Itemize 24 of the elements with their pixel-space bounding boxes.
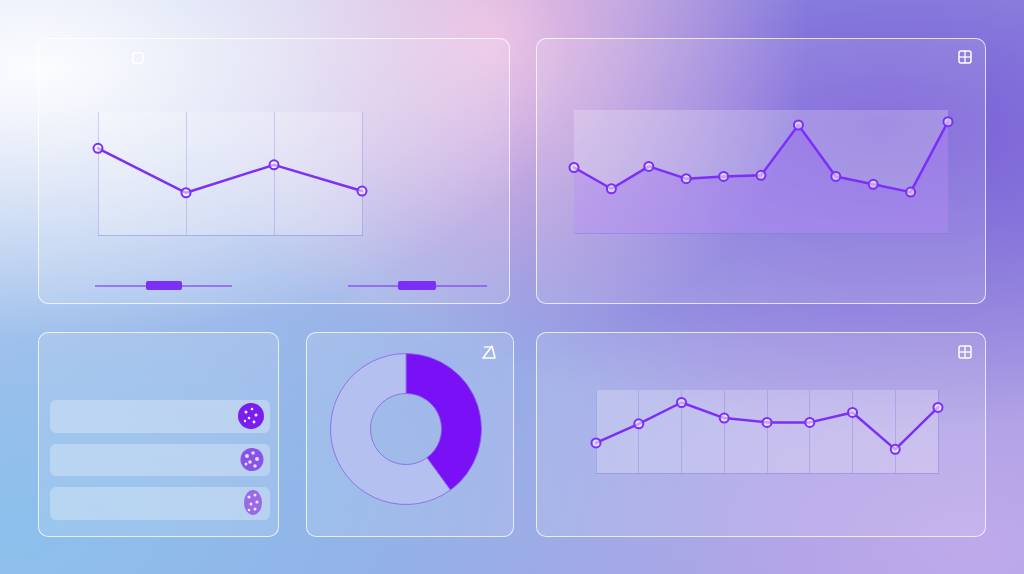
point <box>889 443 901 455</box>
point <box>680 173 692 185</box>
point <box>676 397 687 408</box>
point <box>718 170 730 182</box>
point <box>942 116 954 128</box>
point <box>180 187 192 199</box>
point <box>643 160 655 172</box>
point <box>847 406 858 418</box>
point <box>633 418 645 430</box>
point <box>932 401 944 413</box>
point <box>568 162 580 173</box>
point <box>792 119 804 131</box>
point <box>755 169 767 181</box>
point <box>830 170 842 182</box>
point <box>804 416 816 428</box>
point <box>905 186 917 198</box>
point <box>356 185 368 197</box>
point <box>268 159 280 171</box>
point <box>718 412 730 424</box>
point <box>867 178 879 190</box>
point <box>92 142 104 154</box>
point <box>761 416 773 428</box>
point <box>590 437 602 449</box>
point <box>605 183 617 195</box>
